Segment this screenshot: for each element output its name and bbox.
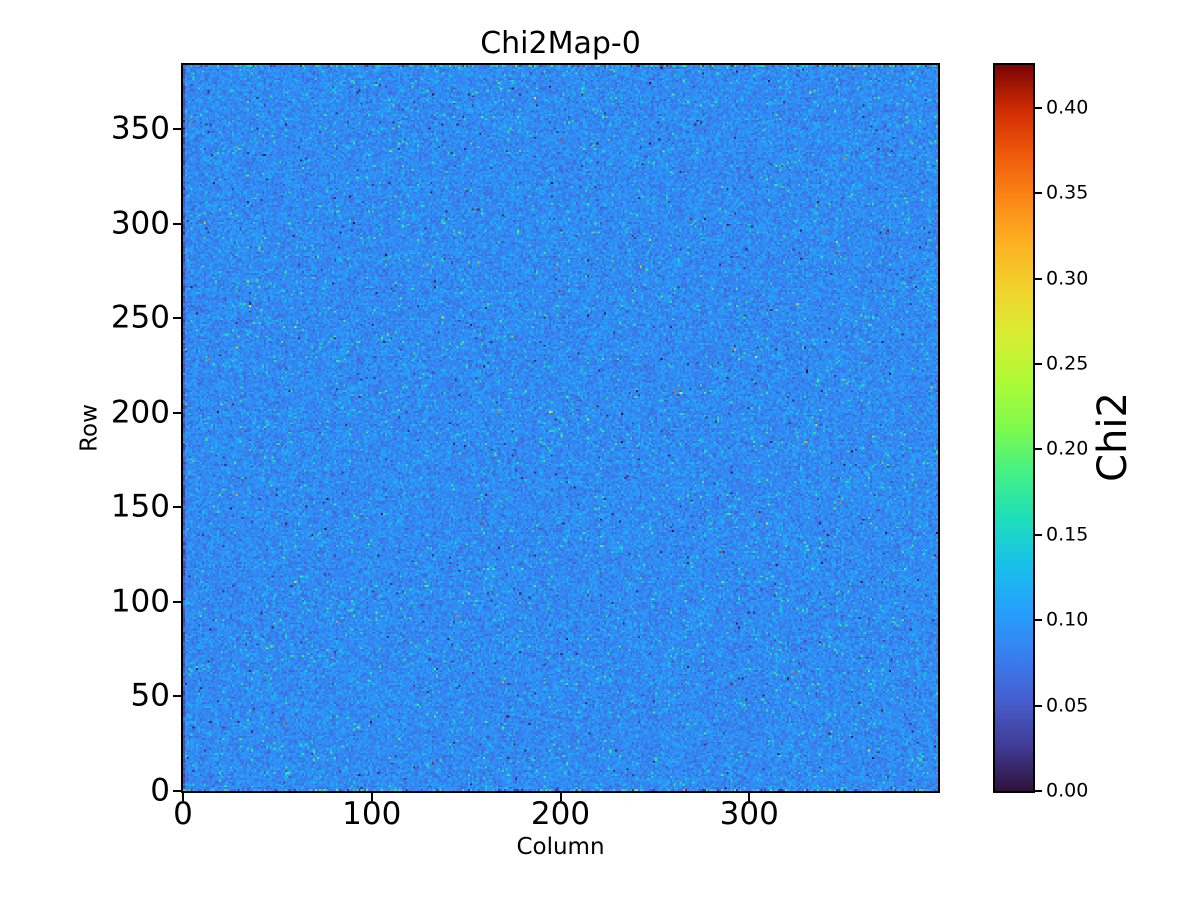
colorbar	[993, 63, 1035, 793]
colorbar-tick-label: 0.40	[1046, 96, 1089, 119]
y-tick-label: 100	[110, 583, 170, 620]
x-axis-label: Column	[516, 834, 605, 860]
y-tickmark	[173, 600, 182, 603]
colorbar-tickmark	[1034, 448, 1042, 451]
heatmap-image	[181, 63, 940, 793]
x-tickmark	[370, 792, 373, 801]
colorbar-tickmark	[1034, 704, 1042, 707]
y-tick-label: 250	[110, 299, 170, 336]
y-axis-label: Row	[76, 404, 103, 452]
colorbar-tick-label: 0.25	[1046, 352, 1089, 375]
y-tickmark	[173, 411, 182, 414]
y-tick-label: 200	[110, 394, 170, 431]
colorbar-tickmark	[1034, 362, 1042, 365]
y-tickmark	[173, 695, 182, 698]
colorbar-tick-label: 0.30	[1046, 267, 1089, 290]
colorbar-tickmark	[1034, 790, 1042, 792]
colorbar-tick-label: 0.10	[1046, 608, 1089, 631]
y-tick-label: 50	[130, 677, 170, 714]
y-tickmark	[173, 128, 182, 131]
colorbar-tick-label: 0.35	[1046, 181, 1089, 204]
colorbar-tick-label: 0.15	[1046, 523, 1089, 546]
colorbar-tick-label: 0.00	[1046, 779, 1089, 802]
x-tick-label: 100	[342, 796, 402, 832]
y-tickmark	[173, 222, 182, 225]
colorbar-tickmark	[1034, 533, 1042, 536]
colorbar-tickmark	[1034, 192, 1042, 195]
y-tick-label: 300	[110, 205, 170, 242]
chart-title: Chi2Map-0	[480, 26, 641, 61]
colorbar-tick-label: 0.05	[1046, 694, 1089, 717]
x-tick-label: 0	[173, 796, 193, 832]
y-tick-label: 350	[110, 110, 170, 147]
x-tickmark	[559, 792, 562, 801]
colorbar-label: Chi2	[1090, 392, 1136, 482]
colorbar-tickmark	[1034, 619, 1042, 622]
y-tickmark	[173, 790, 182, 792]
colorbar-tick-label: 0.20	[1046, 437, 1089, 460]
x-tick-label: 200	[530, 796, 591, 832]
y-tickmark	[173, 317, 182, 320]
colorbar-tickmark	[1034, 106, 1042, 109]
y-tick-label: 0	[150, 772, 170, 809]
x-tick-label: 300	[719, 796, 779, 832]
y-tickmark	[173, 506, 182, 509]
x-tickmark	[182, 792, 184, 801]
y-tick-label: 150	[110, 488, 170, 525]
colorbar-tickmark	[1034, 277, 1042, 280]
x-tickmark	[748, 792, 751, 801]
